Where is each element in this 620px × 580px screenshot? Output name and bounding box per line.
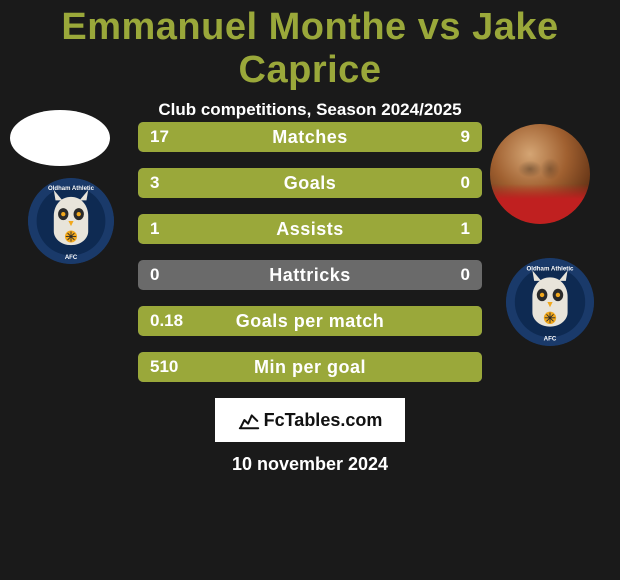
page-title: Emmanuel Monthe vs Jake Caprice <box>0 0 620 92</box>
stat-row: Goals per match0.18 <box>138 306 482 336</box>
player-b-photo <box>490 124 590 224</box>
stat-label: Matches <box>138 122 482 152</box>
stat-label: Min per goal <box>138 352 482 382</box>
stat-value-right: 1 <box>461 214 470 244</box>
stat-value-right: 0 <box>461 168 470 198</box>
stat-label: Goals per match <box>138 306 482 336</box>
stat-value-left: 3 <box>150 168 159 198</box>
stat-label: Hattricks <box>138 260 482 290</box>
stat-row: Matches17 9 <box>138 122 482 152</box>
vs-separator: vs <box>418 6 461 48</box>
svg-text:Oldham Athletic: Oldham Athletic <box>48 186 95 192</box>
stat-value-left: 17 <box>150 122 169 152</box>
stat-row: Min per goal510 <box>138 352 482 382</box>
svg-text:AFC: AFC <box>544 336 557 343</box>
stat-label: Goals <box>138 168 482 198</box>
club-badge-icon: Oldham Athletic AFC <box>506 258 594 346</box>
stat-value-left: 1 <box>150 214 159 244</box>
player-a-name: Emmanuel Monthe <box>61 6 406 48</box>
fctables-logo-icon <box>238 409 260 431</box>
date-label: 10 november 2024 <box>0 454 620 475</box>
player-a-photo <box>10 110 110 166</box>
player-b-club-badge: Oldham Athletic AFC <box>506 258 594 346</box>
brand-box: FcTables.com <box>215 398 405 442</box>
stat-value-left: 0 <box>150 260 159 290</box>
stat-label: Assists <box>138 214 482 244</box>
brand-label: FcTables.com <box>264 410 383 431</box>
stat-value-left: 510 <box>150 352 178 382</box>
svg-text:AFC: AFC <box>65 255 78 261</box>
stat-row: Assists1 1 <box>138 214 482 244</box>
stat-value-right: 0 <box>461 260 470 290</box>
stat-row: Hattricks0 0 <box>138 260 482 290</box>
club-badge-icon: Oldham Athletic AFC <box>28 178 114 264</box>
stat-value-left: 0.18 <box>150 306 183 336</box>
stats-panel: Matches179Goals30Assists11Hattricks00Goa… <box>138 122 482 398</box>
stat-value-right: 9 <box>461 122 470 152</box>
svg-text:Oldham Athletic: Oldham Athletic <box>527 265 575 272</box>
player-a-club-badge: Oldham Athletic AFC <box>28 178 114 264</box>
stat-row: Goals3 0 <box>138 168 482 198</box>
infographic-container: Emmanuel Monthe vs Jake Caprice Club com… <box>0 0 620 580</box>
